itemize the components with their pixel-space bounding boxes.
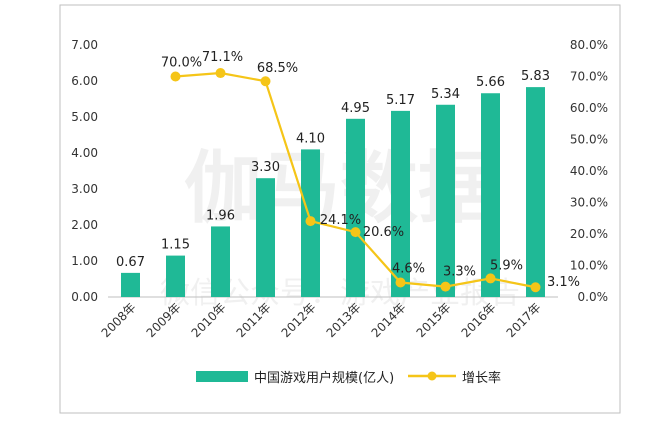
bar [256, 178, 275, 297]
right-axis-ticks: 0.0% 10.0% 20.0% 30.0% 40.0% 50.0% 60.0% 70.0% 8… [570, 38, 608, 304]
right-tick-label: 0.0% [578, 290, 609, 304]
bar-value-label: 5.83 [521, 69, 550, 84]
line-value-label: 5.9% [490, 258, 523, 273]
line-point [485, 273, 496, 284]
bar [121, 272, 140, 297]
left-axis-ticks: 0.00 1.00 2.00 3.00 4.00 5.00 6.00 7.00 [71, 38, 98, 304]
line-point [170, 71, 181, 82]
line-value-label: 68.5% [257, 61, 298, 76]
legend-bar-swatch [196, 371, 248, 382]
right-tick-label: 30.0% [570, 196, 608, 210]
line-value-label: 70.0% [161, 56, 202, 71]
chart-border [59, 4, 621, 414]
line-point [260, 76, 271, 87]
bar [211, 226, 230, 297]
left-tick-label: 5.00 [71, 110, 98, 124]
line-point [305, 216, 316, 227]
line-value-label: 3.3% [443, 265, 476, 280]
legend-line-label: 增长率 [462, 370, 501, 386]
bar-value-label: 3.30 [251, 160, 280, 175]
line-series [170, 68, 541, 293]
bar-value-label: 5.17 [386, 93, 415, 108]
left-tick-label: 7.00 [71, 38, 98, 52]
right-tick-label: 60.0% [570, 101, 608, 115]
left-tick-label: 4.00 [71, 146, 98, 160]
left-tick-label: 6.00 [71, 74, 98, 88]
bar-value-label: 4.10 [296, 131, 325, 146]
bar [481, 93, 500, 298]
bar-series [121, 87, 545, 298]
bar-value-label: 1.96 [206, 208, 235, 223]
left-tick-label: 1.00 [71, 254, 98, 268]
line-point [395, 277, 406, 288]
line-value-labels: 70.0% 71.1% 68.5% 24.1%20.6% 4.6% 3.3% 5.9% 3.1… [161, 50, 580, 290]
right-tick-label: 50.0% [570, 133, 608, 147]
line-value-label: 71.1% [202, 50, 243, 65]
line-point [350, 227, 361, 238]
bar-value-label: 5.34 [431, 87, 460, 102]
bar-value-labels: 0.67 1.15 1.96 3.30 4.10 4.95 5.17 5.34 5.66 5.83 [116, 69, 550, 270]
left-tick-label: 0.00 [71, 290, 98, 304]
right-tick-label: 80.0% [570, 38, 608, 52]
line-value-label: 3.1% [547, 275, 580, 290]
bar [166, 255, 185, 297]
bar-value-label: 0.67 [116, 255, 145, 270]
bar-value-label: 1.15 [161, 238, 190, 253]
legend-line-marker [427, 371, 437, 381]
x-tick-label: 2008年 [99, 300, 139, 340]
right-tick-label: 40.0% [570, 164, 608, 178]
bar-value-label: 4.95 [341, 101, 370, 116]
line-value-label: 20.6% [363, 225, 404, 240]
line-point [215, 68, 226, 79]
line-point [440, 281, 451, 292]
bar [436, 104, 455, 297]
legend: 中国游戏用户规模(亿人) 增长率 [196, 370, 501, 386]
bar [391, 110, 410, 297]
right-tick-label: 10.0% [570, 259, 608, 273]
left-tick-label: 3.00 [71, 182, 98, 196]
line-point [530, 282, 541, 293]
line-value-label: 4.6% [392, 262, 425, 277]
bar [346, 118, 365, 297]
right-tick-label: 70.0% [570, 70, 608, 84]
left-tick-label: 2.00 [71, 218, 98, 232]
bar [526, 87, 545, 298]
bar-value-label: 5.66 [476, 75, 505, 90]
right-tick-label: 20.0% [570, 227, 608, 241]
line-value-label: 24.1% [320, 213, 361, 228]
legend-bar-label: 中国游戏用户规模(亿人) [254, 370, 394, 386]
